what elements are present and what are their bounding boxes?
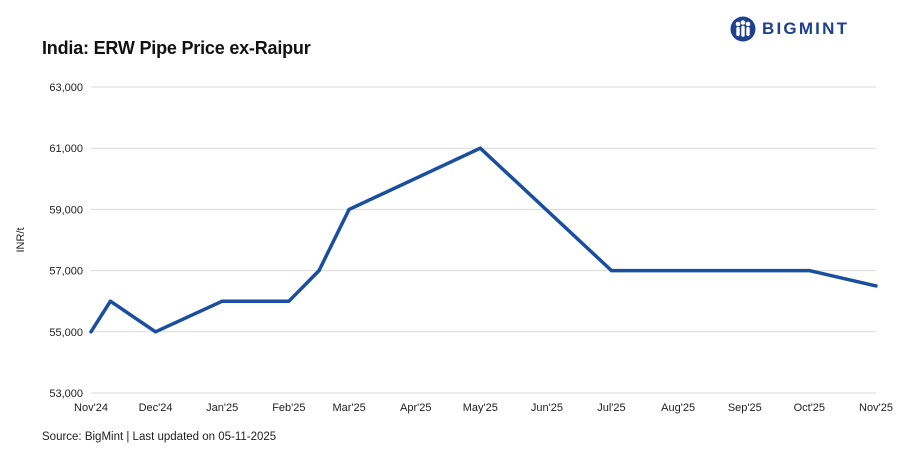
series-line (89, 146, 878, 334)
logo-text: BIGMINT (762, 19, 850, 38)
data-point (874, 284, 878, 288)
y-tick-label: 55,000 (49, 327, 83, 339)
data-point (108, 299, 112, 303)
data-point (287, 299, 291, 303)
x-tick-label: May'25 (463, 402, 498, 414)
x-tick-label: Aug'25 (661, 402, 695, 414)
y-tick-label: 63,000 (49, 82, 83, 94)
data-point (478, 146, 482, 150)
x-tick-label: Nov'25 (859, 402, 893, 414)
x-tick-label: Jul'25 (597, 402, 625, 414)
data-point (609, 269, 614, 273)
x-tick-label: Jan'25 (206, 402, 238, 414)
bigmint-people-icon (730, 16, 756, 42)
data-point (220, 299, 224, 303)
x-tick-label: Sep'25 (728, 402, 762, 414)
bigmint-logo: BIGMINT (730, 14, 849, 44)
series-layer (89, 146, 878, 334)
x-axis-ticks: Nov'24 Dec'24 Jan'25 Feb'25 Mar'25 Apr'25 May'… (74, 402, 893, 414)
x-tick-label: Feb'25 (272, 402, 305, 414)
source-note: Source: BigMint | Last updated on 05-11-… (42, 431, 277, 443)
x-tick-label: Apr'25 (400, 402, 431, 414)
y-axis-label: INR/t (15, 227, 27, 252)
data-point (317, 269, 321, 273)
y-tick-label: 53,000 (49, 388, 83, 400)
gridlines (91, 86, 876, 394)
y-tick-label: 57,000 (49, 266, 83, 278)
x-tick-label: Jun'25 (531, 402, 563, 414)
y-tick-label: 61,000 (49, 143, 83, 155)
x-tick-label: Dec'24 (139, 402, 173, 414)
data-point (807, 269, 811, 273)
y-tick-label: 59,000 (49, 204, 83, 216)
data-point (89, 330, 93, 334)
x-tick-label: Nov'24 (74, 402, 108, 414)
data-point (347, 207, 351, 211)
data-point (153, 330, 158, 334)
x-tick-label: Oct'25 (794, 402, 825, 414)
chart-title: India: ERW Pipe Price ex-Raipur (42, 38, 311, 58)
x-tick-label: Mar'25 (332, 402, 365, 414)
y-axis-ticks: 53,000 55,000 57,000 59,000 61,000 63,000 (49, 82, 83, 400)
